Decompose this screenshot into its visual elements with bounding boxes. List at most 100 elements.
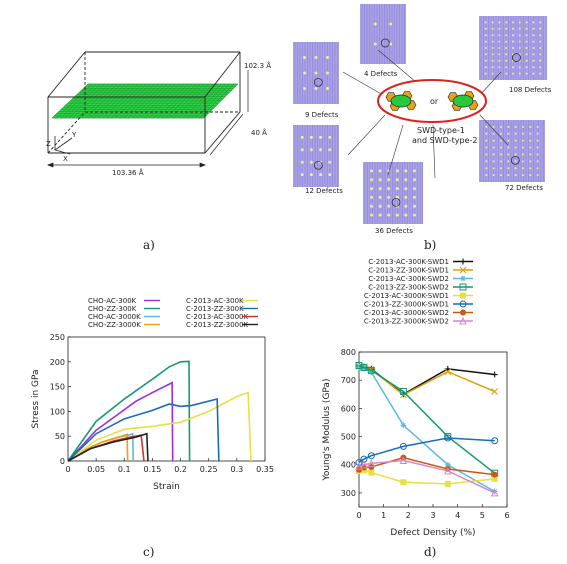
d-legend-swatch — [453, 309, 473, 316]
dim-label-top: 102.3 Å — [244, 61, 271, 70]
dimension-arrows — [47, 70, 249, 168]
d-series-markers-c-2013-zz-300k-swd2 — [355, 362, 499, 477]
d-legend-swatch — [453, 275, 473, 282]
axis-label-x: X — [63, 155, 68, 163]
d-ytick-label: 500 — [341, 433, 356, 442]
c-ytick-label: 150 — [50, 383, 65, 392]
d-legend-swatch — [453, 292, 473, 299]
label-108-defects: 108 Defects — [509, 86, 552, 94]
d-legend-label: C-2013-ZZ-300K-SWD1 — [368, 267, 449, 275]
c-xtick-label: 0.35 — [256, 465, 274, 474]
panel-a-simulation-box: 102.3 Å 40 Å 103.36 Å Z Y X — [46, 51, 271, 177]
c-legend-label: CHO-AC-300K — [88, 297, 137, 305]
panel-b-defect-configurations: or SWD-type-1 and SWD-type-2 4 Defects 9… — [293, 4, 552, 235]
c-y-axis-label: Stress in GPa — [31, 369, 41, 428]
d-y-axis-label: Young's Modulus (GPa) — [322, 379, 332, 482]
d-x-axis-label: Defect Density (%) — [390, 528, 475, 538]
d-xtick-label: 4 — [455, 511, 460, 520]
d-legend-swatch — [453, 300, 473, 308]
c-ytick-label: 250 — [50, 333, 65, 342]
dim-label-bottom: 103.36 Å — [112, 168, 144, 177]
c-series-line-c-2013-zz-3000k — [67, 432, 149, 462]
or-label: or — [430, 97, 439, 106]
caption-a: a) — [143, 238, 155, 252]
d-legend-label: C-2013-AC-3000K-SWD2 — [364, 309, 449, 317]
d-ytick-label: 600 — [341, 404, 356, 413]
graphene-sheet — [51, 83, 239, 119]
c-legend-label: C-2013-AC-300K — [186, 297, 244, 305]
d-xtick-label: 3 — [430, 511, 435, 520]
c-ytick-label: 100 — [50, 407, 65, 416]
d-ytick-label: 800 — [341, 348, 356, 357]
axis-label-y: Y — [71, 131, 77, 139]
d-xtick-label: 6 — [504, 511, 509, 520]
d-legend-swatch — [453, 283, 473, 291]
simulation-box-edges — [47, 51, 241, 154]
swd2-label: and SWD-type-2 — [412, 136, 477, 145]
c-xtick-label: 0.1 — [118, 465, 131, 474]
axis-label-z: Z — [46, 140, 51, 148]
d-legend-label: C-2013-AC-300K-SWD1 — [368, 258, 449, 266]
d-ytick-label: 400 — [341, 461, 356, 470]
dim-label-side: 40 Å — [251, 128, 267, 137]
c-ytick-label: 50 — [55, 432, 65, 441]
d-legend-label: C-2013-ZZ-3000K-SWD2 — [364, 318, 449, 326]
d-ytick-label: 700 — [341, 376, 356, 385]
c-legend-label: C-2013-AC-3000K — [186, 313, 248, 321]
d-legend-swatch — [453, 258, 473, 265]
d-series-line-c-2013-ac-300k-swd1 — [358, 365, 495, 396]
defect-ring — [377, 79, 487, 123]
d-series-line-c-2013-zz-3000k-swd2 — [358, 459, 495, 494]
c-legend-label: CHO-ZZ-300K — [88, 305, 137, 313]
d-legend-label: C-2013-ZZ-300K-SWD2 — [368, 284, 449, 292]
tile-36-defects — [363, 162, 423, 224]
caption-c: c) — [143, 545, 155, 559]
c-series-line-cho-ac-300k — [67, 381, 174, 462]
label-72-defects: 72 Defects — [505, 184, 543, 192]
d-xtick-label: 2 — [406, 511, 411, 520]
c-series-line-cho-zz-300k — [67, 360, 191, 462]
d-legend-swatch — [453, 316, 473, 325]
c-xtick-label: 0.2 — [174, 465, 187, 474]
c-xtick-label: 0.15 — [144, 465, 162, 474]
tile-12-defects — [293, 125, 339, 187]
swd1-label: SWD-type-1 — [417, 126, 465, 135]
c-legend-label: C-2013-ZZ-3000K — [186, 321, 249, 329]
caption-d: d) — [424, 545, 437, 559]
c-xtick-label: 0.3 — [230, 465, 243, 474]
swd-type-1-icon — [385, 91, 417, 111]
tile-108-defects — [479, 16, 547, 80]
d-series-line-c-2013-zz-3000k-swd1 — [358, 437, 495, 464]
d-legend-swatch — [453, 266, 473, 274]
caption-b: b) — [424, 238, 437, 252]
d-xtick-label: 1 — [381, 511, 386, 520]
tile-72-defects — [479, 120, 545, 182]
c-xtick-label: 0.05 — [87, 465, 105, 474]
c-legend-label: CHO-AC-3000K — [88, 313, 141, 321]
d-ytick-label: 300 — [341, 489, 356, 498]
coordinate-axes-icon — [54, 136, 73, 155]
label-12-defects: 12 Defects — [305, 187, 343, 195]
c-legend-label: C-2013-ZZ-300K — [186, 305, 244, 313]
c-x-axis-label: Strain — [153, 482, 180, 492]
panel-c-stress-strain-chart: 0 0.05 0.1 0.15 0.2 0.25 0.3 0.35 0 50 100 150 200 25… — [31, 297, 274, 492]
swd-type-2-icon — [447, 91, 479, 111]
d-series-markers-c-2013-ac-300k-swd2 — [356, 363, 498, 495]
c-xtick-label: 0 — [65, 465, 70, 474]
tile-4-defects — [360, 4, 406, 64]
d-legend-label: C-2013-ZZ-3000K-SWD1 — [364, 301, 449, 309]
panel-d-youngs-modulus-chart: 0 1 2 3 4 5 6 300 400 500 600 700 800 Defect Density … — [322, 258, 510, 538]
c-ytick-label: 0 — [60, 457, 65, 466]
c-legend-label: CHO-ZZ-3000K — [88, 321, 141, 329]
c-series-line-cho-zz-3000k — [67, 433, 129, 462]
d-xtick-label: 5 — [480, 511, 485, 520]
d-series-line-c-2013-zz-300k-swd2 — [358, 364, 496, 474]
label-9-defects: 9 Defects — [305, 111, 339, 119]
d-legend-label: C-2013-AC-300K-SWD2 — [368, 275, 449, 283]
connector-lines — [342, 49, 509, 179]
label-4-defects: 4 Defects — [364, 70, 398, 78]
c-series-line-c-2013-zz-300k — [67, 397, 220, 462]
tile-9-defects — [293, 42, 339, 104]
c-plot-frame — [67, 336, 266, 462]
c-series-line-c-2013-ac-300k — [67, 391, 252, 462]
